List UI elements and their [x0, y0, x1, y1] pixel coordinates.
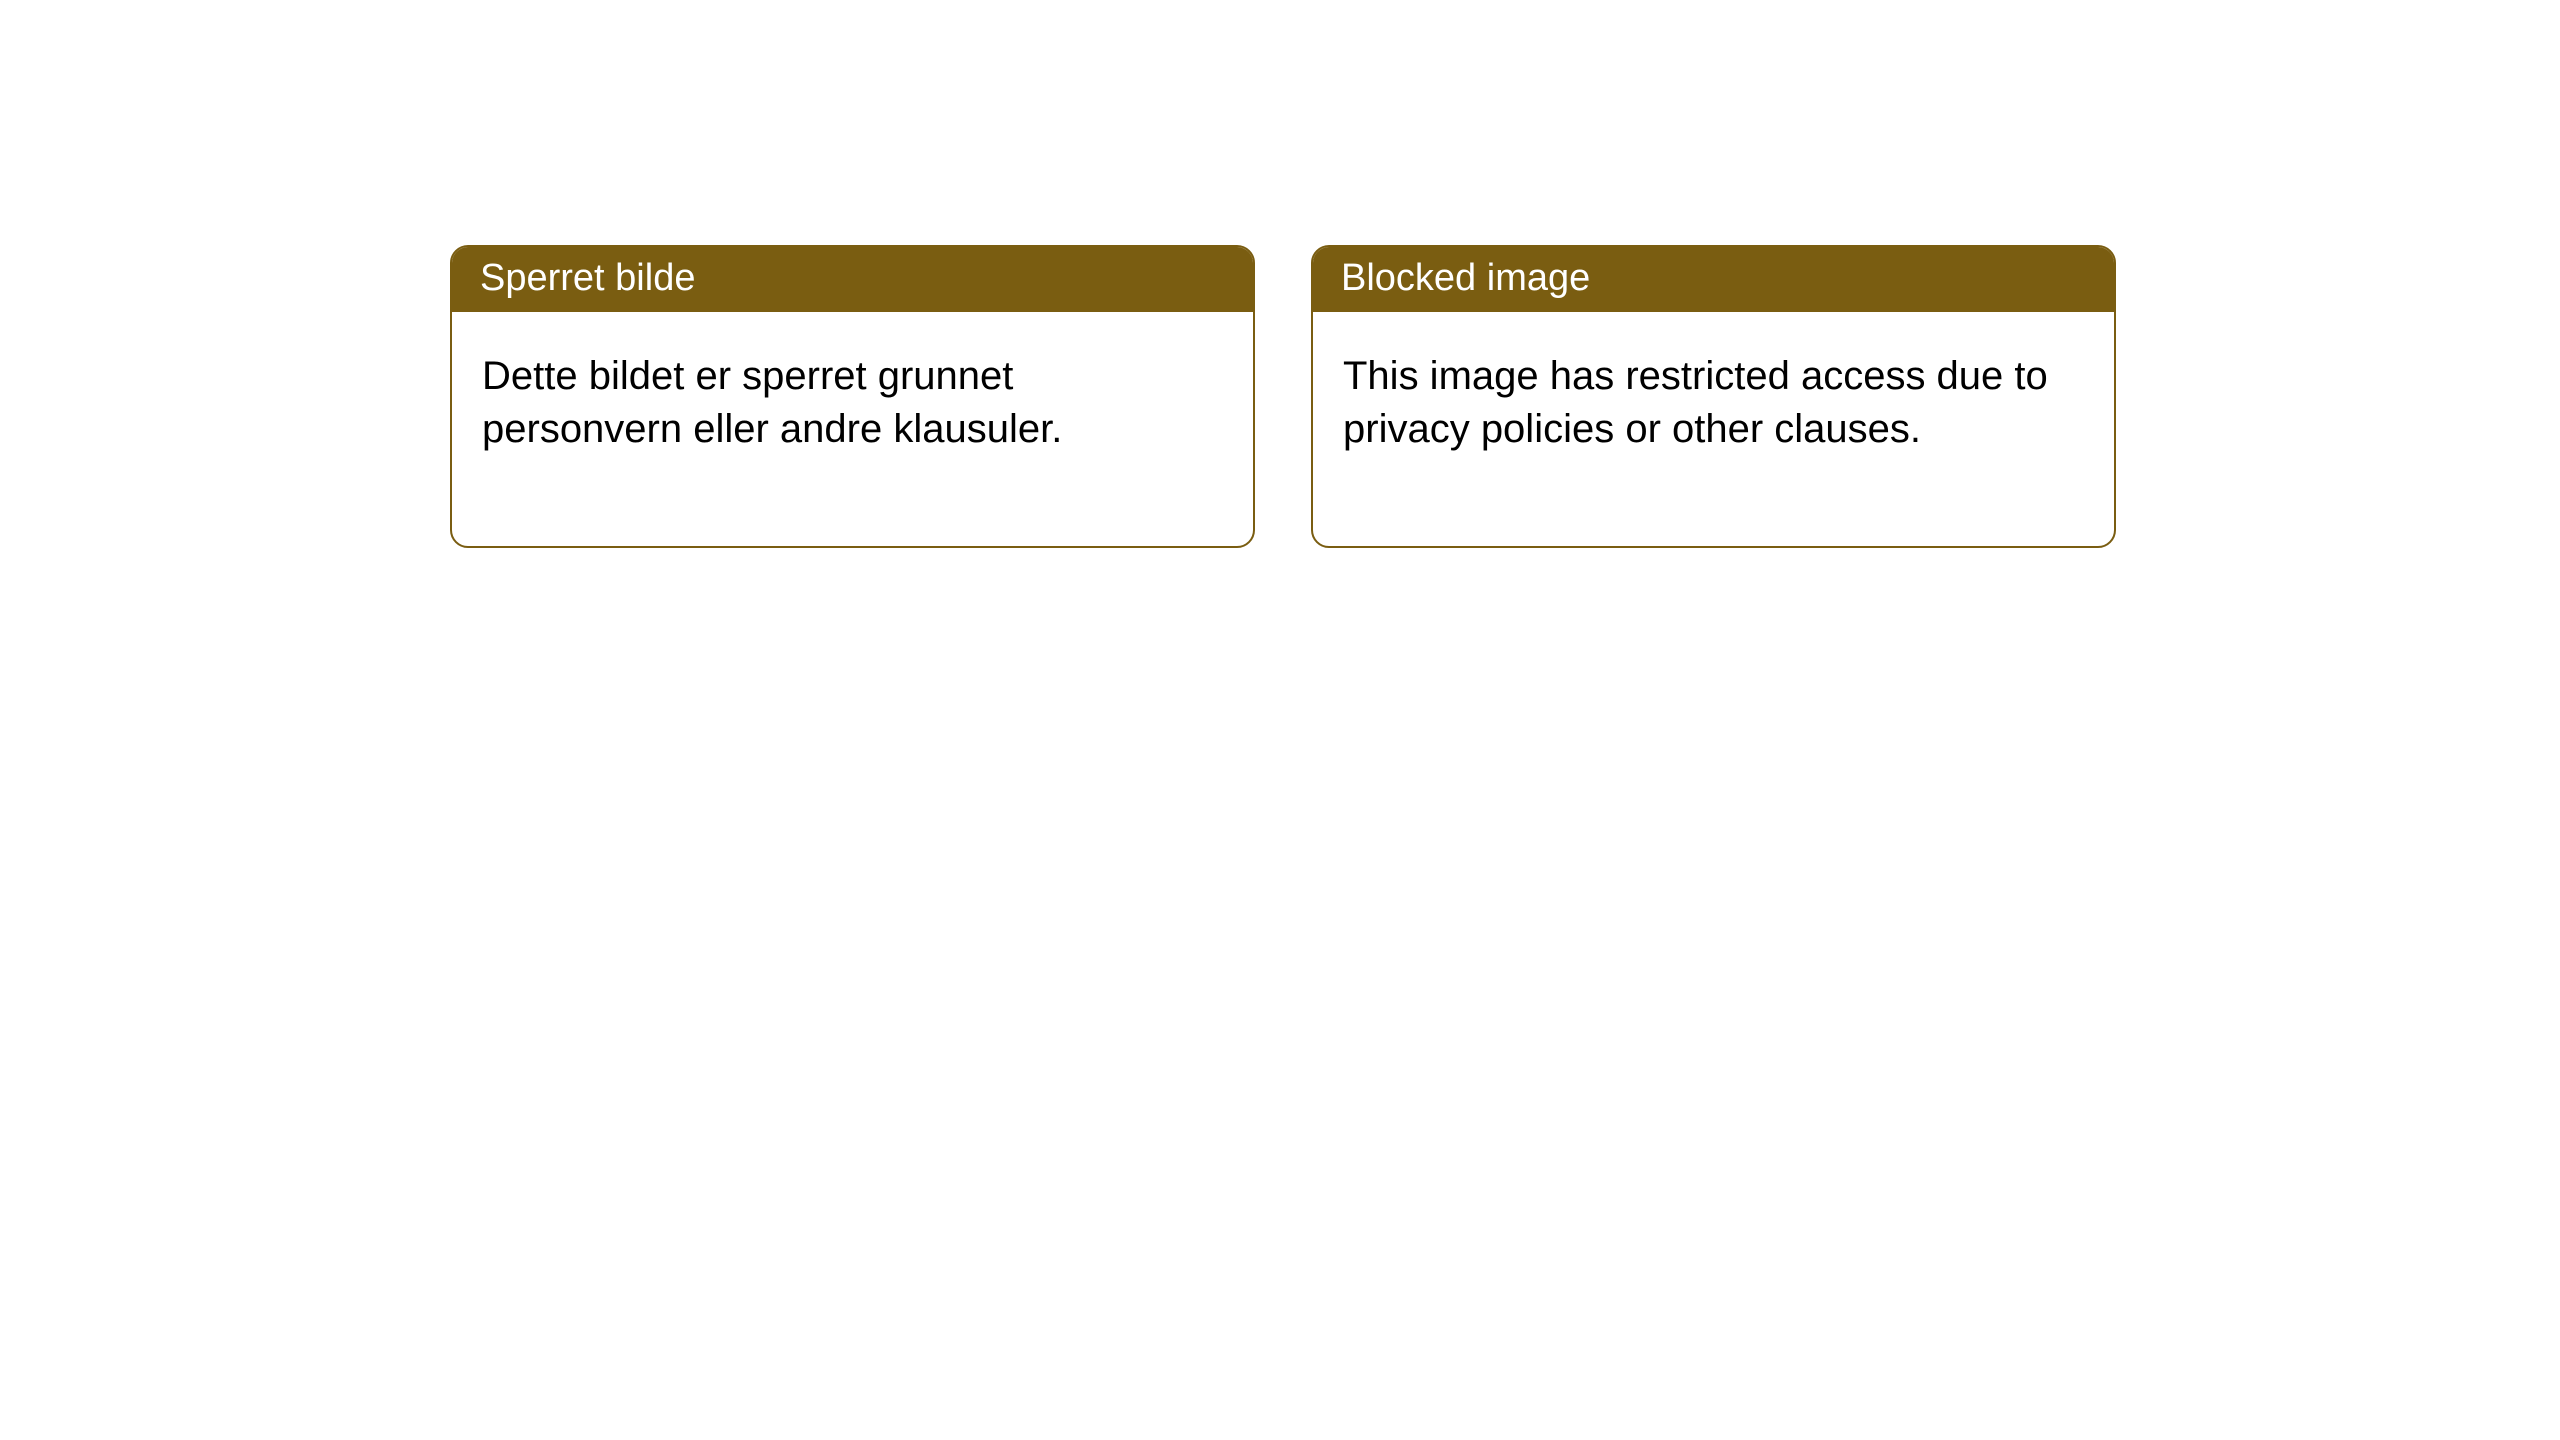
notice-cards-container: Sperret bilde Dette bildet er sperret gr…	[0, 0, 2560, 548]
card-header: Sperret bilde	[452, 247, 1253, 312]
notice-card-english: Blocked image This image has restricted …	[1311, 245, 2116, 548]
card-body: Dette bildet er sperret grunnet personve…	[452, 312, 1253, 546]
card-body-text: This image has restricted access due to …	[1343, 354, 2048, 451]
card-title: Blocked image	[1341, 257, 1590, 299]
card-body-text: Dette bildet er sperret grunnet personve…	[482, 354, 1062, 451]
card-title: Sperret bilde	[480, 257, 695, 299]
card-header: Blocked image	[1313, 247, 2114, 312]
card-body: This image has restricted access due to …	[1313, 312, 2114, 546]
notice-card-norwegian: Sperret bilde Dette bildet er sperret gr…	[450, 245, 1255, 548]
